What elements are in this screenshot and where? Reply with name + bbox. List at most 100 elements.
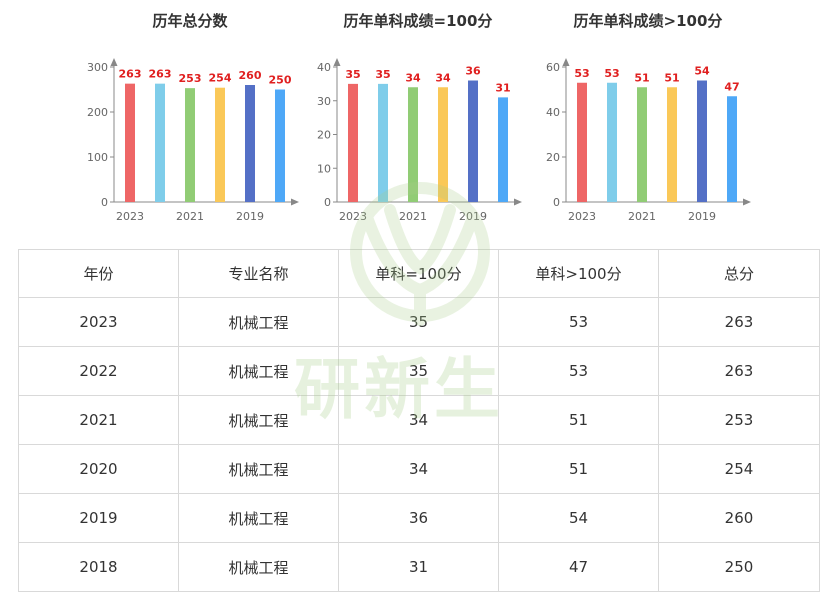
y-tick-label: 60 (546, 61, 560, 74)
x-axis-arrow-icon (514, 198, 522, 206)
cell-single-eq-100: 31 (338, 542, 499, 592)
cell-single-gt-100: 47 (498, 542, 659, 592)
table-row: 2023 机械工程 35 53 263 (18, 297, 820, 347)
data-label-2020: 34 (435, 71, 451, 84)
x-tick-label: 2019 (688, 210, 716, 223)
bar-2020 (667, 87, 677, 202)
bar-2020 (438, 87, 448, 202)
data-label-2018: 31 (495, 81, 510, 94)
cell-total: 253 (658, 395, 820, 445)
x-tick-label: 2023 (339, 210, 367, 223)
data-label-2019: 36 (465, 65, 481, 78)
y-tick-label: 20 (546, 151, 560, 164)
cell-major: 机械工程 (178, 395, 339, 445)
bar-2021 (185, 88, 195, 202)
data-label-2019: 54 (694, 65, 710, 78)
data-label-2018: 47 (724, 80, 739, 93)
data-label-2019: 260 (239, 69, 262, 82)
score-table-container: 年份 专业名称 单科=100分 单科>100分 总分 2023 机械工程 35 … (18, 249, 820, 592)
x-tick-label: 2021 (176, 210, 204, 223)
data-label-2023: 35 (345, 68, 360, 81)
y-tick-label: 0 (324, 196, 331, 209)
y-tick-label: 0 (101, 196, 108, 209)
bar-2019 (245, 85, 255, 202)
x-tick-label: 2023 (568, 210, 596, 223)
cell-single-eq-100: 34 (338, 444, 499, 494)
score-table: 年份 专业名称 单科=100分 单科>100分 总分 2023 机械工程 35 … (18, 249, 820, 592)
bar-2019 (697, 80, 707, 202)
y-tick-label: 40 (546, 106, 560, 119)
data-label-2023: 263 (119, 68, 142, 81)
header-single-gt-100: 单科>100分 (498, 249, 659, 298)
bar-2022 (607, 82, 617, 202)
y-tick-label: 40 (317, 61, 331, 74)
data-label-2023: 53 (574, 67, 589, 80)
chart-title: 历年总分数 (152, 12, 228, 30)
cell-year: 2021 (18, 395, 179, 445)
cell-total: 263 (658, 346, 820, 396)
data-label-2021: 34 (405, 71, 421, 84)
data-label-2022: 53 (604, 67, 619, 80)
chart-title: 历年单科成绩>100分 (574, 12, 723, 30)
y-axis-arrow-icon (562, 58, 570, 66)
x-tick-label: 2019 (459, 210, 487, 223)
chart-title: 历年单科成绩=100分 (344, 12, 493, 30)
bar-2023 (348, 83, 358, 202)
cell-single-gt-100: 53 (498, 297, 659, 347)
y-tick-label: 300 (87, 61, 108, 74)
x-tick-label: 2023 (116, 210, 144, 223)
header-total: 总分 (658, 249, 820, 298)
bar-2023 (577, 82, 587, 202)
bar-2022 (378, 83, 388, 202)
cell-major: 机械工程 (178, 444, 339, 494)
cell-single-gt-100: 51 (498, 395, 659, 445)
y-tick-label: 0 (553, 196, 560, 209)
bar-2019 (468, 80, 478, 202)
x-tick-label: 2021 (399, 210, 427, 223)
bar-chart-2: 历年单科成绩=100分 0 10 20 30 40 35 35 34 34 36 31 2023 2021… (317, 12, 522, 223)
y-tick-label: 200 (87, 106, 108, 119)
y-tick-label: 100 (87, 151, 108, 164)
data-label-2021: 51 (634, 71, 649, 84)
y-axis-arrow-icon (110, 58, 118, 66)
cell-major: 机械工程 (178, 493, 339, 543)
cell-year: 2019 (18, 493, 179, 543)
cell-single-gt-100: 51 (498, 444, 659, 494)
y-tick-label: 20 (317, 129, 331, 142)
bar-2023 (125, 83, 135, 202)
header-single-eq-100: 单科=100分 (338, 249, 499, 298)
bar-2020 (215, 87, 225, 202)
cell-major: 机械工程 (178, 542, 339, 592)
data-label-2021: 253 (179, 72, 202, 85)
cell-year: 2023 (18, 297, 179, 347)
cell-single-eq-100: 36 (338, 493, 499, 543)
cell-single-eq-100: 35 (338, 346, 499, 396)
bar-2018 (727, 96, 737, 202)
bar-2021 (637, 87, 647, 202)
header-year: 年份 (18, 249, 179, 298)
table-row: 2021 机械工程 34 51 253 (18, 395, 820, 445)
x-tick-label: 2019 (236, 210, 264, 223)
cell-total: 250 (658, 542, 820, 592)
table-row: 2022 机械工程 35 53 263 (18, 346, 820, 396)
bar-chart-1: 历年总分数 0 100 200 300 263 263 253 254 260 250 2023 202… (87, 12, 299, 223)
data-label-2022: 263 (149, 68, 172, 81)
cell-major: 机械工程 (178, 297, 339, 347)
x-axis-arrow-icon (291, 198, 299, 206)
x-tick-label: 2021 (628, 210, 656, 223)
cell-total: 260 (658, 493, 820, 543)
cell-year: 2020 (18, 444, 179, 494)
data-label-2020: 254 (209, 72, 232, 85)
data-label-2020: 51 (664, 71, 679, 84)
cell-single-eq-100: 35 (338, 297, 499, 347)
cell-total: 254 (658, 444, 820, 494)
table-row: 2019 机械工程 36 54 260 (18, 493, 820, 543)
y-tick-label: 30 (317, 95, 331, 108)
cell-total: 263 (658, 297, 820, 347)
x-axis-arrow-icon (743, 198, 751, 206)
table-header-row: 年份 专业名称 单科=100分 单科>100分 总分 (18, 249, 820, 298)
data-label-2022: 35 (375, 68, 390, 81)
table-row: 2018 机械工程 31 47 250 (18, 542, 820, 592)
cell-single-gt-100: 54 (498, 493, 659, 543)
